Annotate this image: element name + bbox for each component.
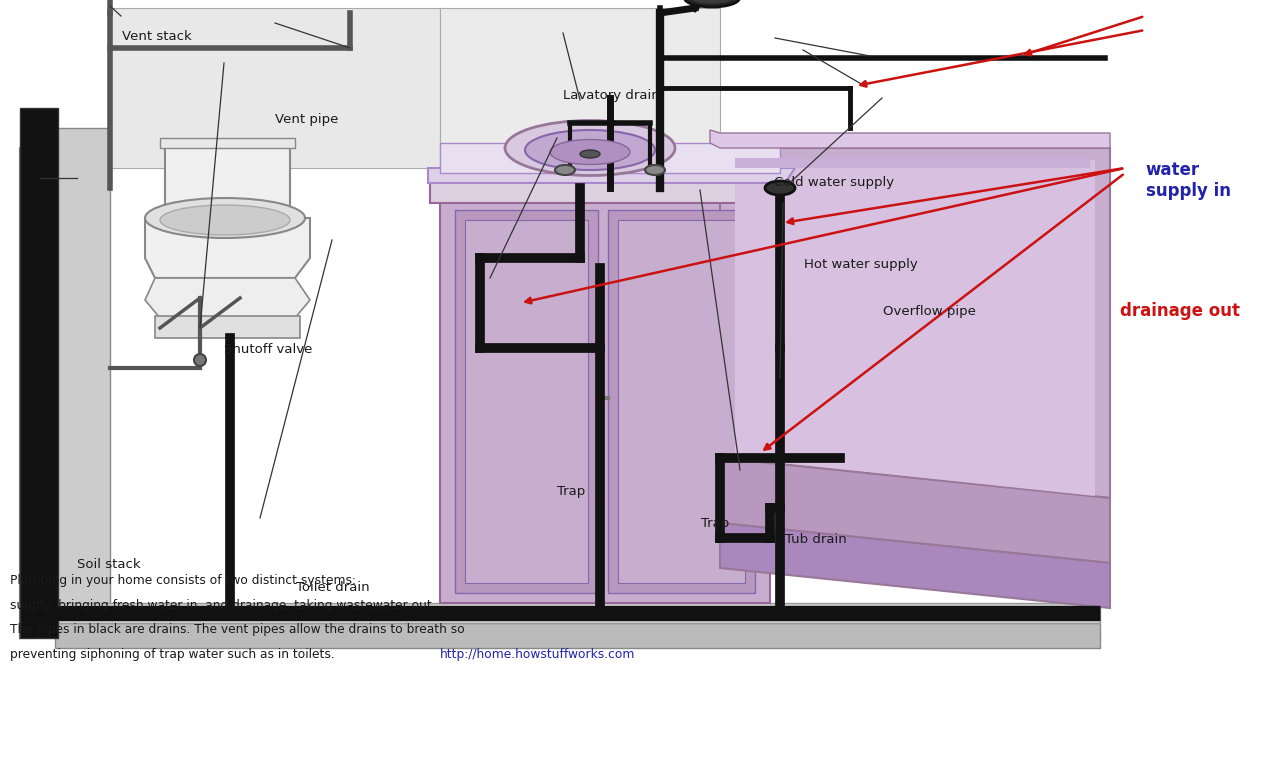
Text: Vent pipe: Vent pipe xyxy=(275,113,339,125)
Polygon shape xyxy=(440,198,771,603)
Polygon shape xyxy=(55,603,1100,623)
Polygon shape xyxy=(55,128,110,618)
Polygon shape xyxy=(110,8,440,168)
Polygon shape xyxy=(735,158,1091,168)
Ellipse shape xyxy=(506,121,675,176)
Text: Hot water supply: Hot water supply xyxy=(804,259,918,271)
Ellipse shape xyxy=(195,354,206,366)
Polygon shape xyxy=(710,130,1110,148)
Text: Toilet drain: Toilet drain xyxy=(296,581,370,594)
Text: Tub drain: Tub drain xyxy=(785,533,846,545)
Text: drainage out: drainage out xyxy=(1120,302,1240,320)
Polygon shape xyxy=(719,458,1110,563)
Text: Plumbing in your home consists of two distinct systems:: Plumbing in your home consists of two di… xyxy=(10,574,356,587)
Polygon shape xyxy=(145,278,310,318)
Polygon shape xyxy=(430,178,780,203)
Polygon shape xyxy=(465,220,588,583)
Ellipse shape xyxy=(685,0,740,7)
Polygon shape xyxy=(160,138,294,148)
Polygon shape xyxy=(165,143,291,213)
Ellipse shape xyxy=(580,150,600,158)
Polygon shape xyxy=(618,220,745,583)
Text: Vent stack: Vent stack xyxy=(122,31,191,43)
Polygon shape xyxy=(719,148,1110,498)
Polygon shape xyxy=(735,160,1094,496)
Text: Cold water supply: Cold water supply xyxy=(774,177,895,189)
Polygon shape xyxy=(440,143,780,173)
Ellipse shape xyxy=(160,205,291,235)
Ellipse shape xyxy=(145,198,305,238)
Polygon shape xyxy=(454,210,598,593)
Ellipse shape xyxy=(525,130,655,170)
Text: Soil stack: Soil stack xyxy=(77,558,141,571)
Text: water
supply in: water supply in xyxy=(1146,161,1230,200)
Text: Trap: Trap xyxy=(701,518,730,530)
Text: Trap: Trap xyxy=(557,485,585,498)
Polygon shape xyxy=(428,168,795,183)
Polygon shape xyxy=(440,8,719,168)
Text: Lavatory drain: Lavatory drain xyxy=(563,90,660,102)
Polygon shape xyxy=(719,523,1110,608)
Ellipse shape xyxy=(556,165,575,175)
Ellipse shape xyxy=(690,0,735,5)
Text: The pipes in black are drains. The vent pipes allow the drains to breath so: The pipes in black are drains. The vent … xyxy=(10,624,465,636)
Text: http://home.howstuffworks.com: http://home.howstuffworks.com xyxy=(440,648,636,660)
Text: preventing siphoning of trap water such as in toilets.: preventing siphoning of trap water such … xyxy=(10,648,343,660)
Text: Overflow pipe: Overflow pipe xyxy=(883,305,977,317)
Ellipse shape xyxy=(645,165,666,175)
Polygon shape xyxy=(20,128,55,638)
Ellipse shape xyxy=(765,181,795,195)
Polygon shape xyxy=(608,210,755,593)
Text: Shutoff valve: Shutoff valve xyxy=(224,343,312,356)
Ellipse shape xyxy=(550,140,630,164)
Text: supply, bringing fresh water in, and drainage, taking wastewater out.: supply, bringing fresh water in, and dra… xyxy=(10,599,436,611)
Bar xyxy=(20,108,58,638)
Polygon shape xyxy=(145,218,310,278)
Polygon shape xyxy=(55,623,1100,648)
Polygon shape xyxy=(155,316,300,338)
